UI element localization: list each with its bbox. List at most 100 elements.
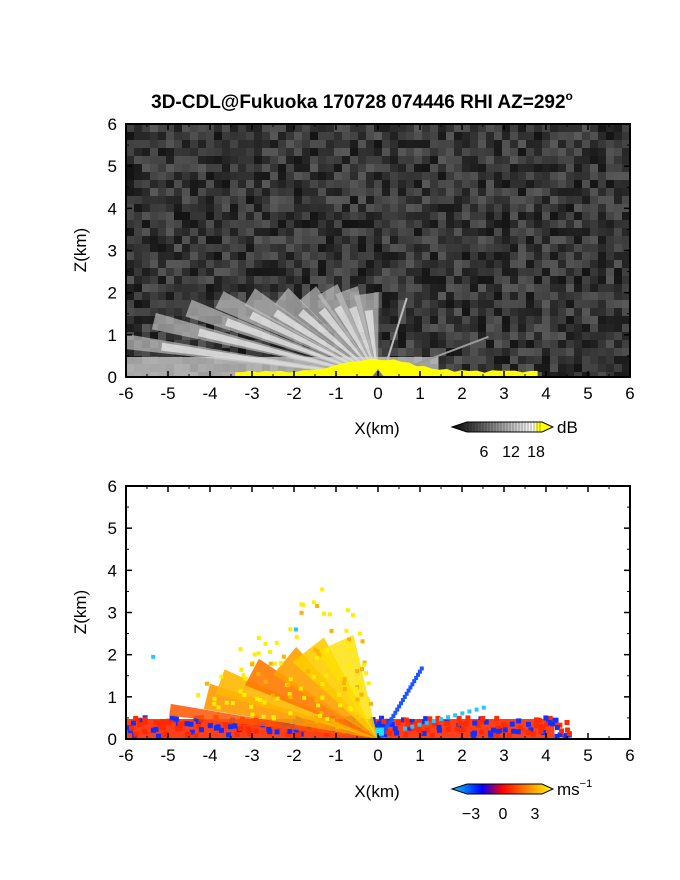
noise-cell [590,164,598,172]
noise-cell [230,236,238,244]
noise-cell [446,276,454,284]
noise-cell [166,332,174,340]
noise-cell [230,292,238,300]
noise-cell [566,300,574,308]
velocity-beam [273,646,378,739]
noise-cell [270,252,278,260]
noise-cell [294,284,302,292]
noise-cell [534,196,542,204]
velocity-scatter-pixel [338,703,343,708]
noise-cell [310,252,318,260]
noise-cell [230,228,238,236]
velocity-ground-pixel [396,720,402,726]
noise-cell [270,172,278,180]
noise-cell [350,164,358,172]
noise-cell [406,188,414,196]
noise-cell [542,356,550,364]
noise-cell [166,228,174,236]
noise-cell [574,164,582,172]
velocity-ground-pixel [540,724,546,730]
noise-cell [494,156,502,164]
noise-cell [342,156,350,164]
noise-cell [262,260,270,268]
noise-cell [510,172,518,180]
velocity-scatter-pixel [298,686,303,691]
noise-cell [278,196,286,204]
noise-cell [574,348,582,356]
noise-cell [622,172,630,180]
velocity-scatter-pixel [315,604,320,609]
velocity-approaching-beam-pixel [481,705,486,710]
noise-cell [430,236,438,244]
velocity-scatter-pixel [261,714,266,719]
noise-cell [462,300,470,308]
noise-cell [406,140,414,148]
noise-cell [406,292,414,300]
noise-cell [326,212,334,220]
velocity-ground-pixel [460,727,466,733]
noise-cell [318,132,326,140]
noise-cell [390,268,398,276]
velocity-ground-pixel [511,728,517,734]
noise-cell [326,284,334,292]
noise-cell [438,204,446,212]
velocity-scatter-pixel [366,697,371,702]
noise-cell [550,268,558,276]
velocity-scatter-pixel [331,718,336,723]
noise-cell [374,156,382,164]
noise-cell [518,212,526,220]
velocity-approaching-beam-pixel [453,713,458,718]
noise-cell [478,180,486,188]
noise-cell [134,332,142,340]
noise-cell [566,156,574,164]
noise-cell [342,244,350,252]
noise-cell [126,252,134,260]
noise-cell [254,236,262,244]
noise-cell [462,164,470,172]
noise-cell [142,124,150,132]
noise-cell [414,316,422,324]
noise-cell [558,244,566,252]
noise-cell [422,196,430,204]
noise-cell [422,316,430,324]
noise-cell [582,124,590,132]
noise-cell [478,244,486,252]
noise-cell [518,340,526,348]
noise-cell [326,172,334,180]
noise-cell [374,180,382,188]
noise-cell [462,268,470,276]
velocity-scatter-pixel [281,654,286,659]
noise-cell [598,276,606,284]
noise-cell [550,228,558,236]
noise-cell [558,292,566,300]
noise-cell [430,268,438,276]
velocity-scatter-pixel [238,689,243,694]
velocity-ground-pixel [554,733,560,739]
noise-cell [470,308,478,316]
noise-cell [462,340,470,348]
noise-cell [182,236,190,244]
x-tick-label: -6 [118,384,133,403]
noise-cell [566,204,574,212]
noise-cell [622,140,630,148]
velocity-ground-pixel [150,727,156,733]
noise-cell [574,372,582,377]
noise-cell [446,172,454,180]
noise-cell [190,260,198,268]
noise-cell [430,260,438,268]
noise-cell [598,180,606,188]
noise-cell [558,300,566,308]
noise-cell [534,148,542,156]
noise-cell [302,228,310,236]
noise-cell [534,236,542,244]
noise-cell [158,140,166,148]
noise-cell [606,244,614,252]
noise-cell [366,244,374,252]
reflectivity-colorbar-tick-18: 18 [527,444,545,461]
noise-cell [350,124,358,132]
noise-cell [310,204,318,212]
noise-cell [246,140,254,148]
noise-cell [406,308,414,316]
noise-cell [366,284,374,292]
y-tick-label: 0 [108,368,117,387]
